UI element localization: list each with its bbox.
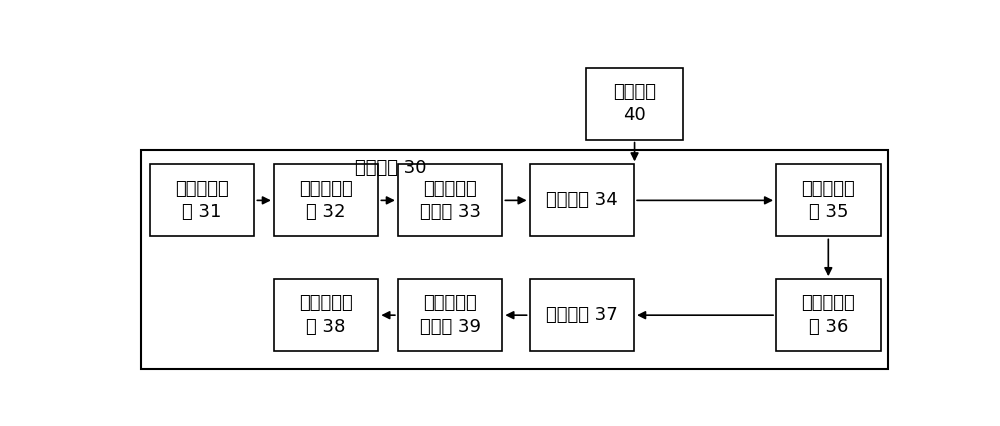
Bar (530, 279, 634, 351)
Text: 检测单元 30: 检测单元 30 (355, 159, 426, 177)
Bar (274, 279, 378, 351)
Bar (776, 164, 881, 236)
Text: 计算模块 37: 计算模块 37 (546, 306, 618, 324)
Bar (150, 164, 254, 236)
Text: 第二空间变
换模块 39: 第二空间变 换模块 39 (420, 294, 481, 336)
Text: 训练单元
40: 训练单元 40 (613, 83, 656, 124)
Bar (274, 164, 378, 236)
Text: 图像获取模
块 31: 图像获取模 块 31 (175, 180, 229, 221)
Bar (776, 279, 881, 351)
Bar (398, 164, 502, 236)
Text: 图像特征提
取模块 33: 图像特征提 取模块 33 (420, 180, 481, 221)
Text: 图像输出模
块 38: 图像输出模 块 38 (299, 294, 353, 336)
Bar (140, 150, 888, 369)
Text: 内壁检测模
块 36: 内壁检测模 块 36 (801, 294, 855, 336)
Text: 支架检测模
块 35: 支架检测模 块 35 (801, 180, 855, 221)
Text: 滑窗处理模
块 32: 滑窗处理模 块 32 (299, 180, 353, 221)
Bar (398, 279, 502, 351)
Text: 分类模块 34: 分类模块 34 (546, 191, 618, 209)
Bar (530, 164, 634, 236)
Bar (586, 67, 683, 140)
